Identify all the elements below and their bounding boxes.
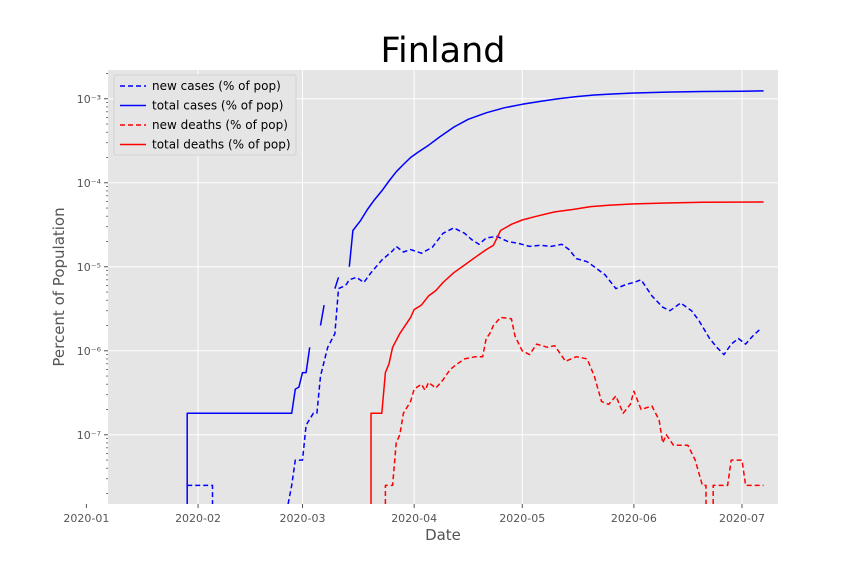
- chart-title: Finland: [380, 31, 505, 71]
- series-line-3: [370, 201, 764, 504]
- legend-label: total deaths (% of pop): [152, 138, 291, 152]
- y-axis-title: Percent of Population: [50, 207, 68, 366]
- grid: [85, 70, 778, 504]
- x-tick-label: 2020-01: [63, 512, 109, 525]
- legend: new cases (% of pop) total cases (% of po…: [113, 74, 297, 156]
- x-tick-label: 2020-07: [719, 512, 765, 525]
- x-tick-label: 2020-03: [280, 512, 326, 525]
- y-tick-label: 10⁻⁴: [77, 177, 102, 190]
- legend-label: new deaths (% of pop): [152, 118, 288, 132]
- series-line-2: [384, 316, 764, 504]
- series-layer: [186, 90, 764, 505]
- y-tick-label: 10⁻⁶: [77, 345, 102, 358]
- x-tick-label: 2020-05: [499, 512, 545, 525]
- x-tick-label: 2020-02: [175, 512, 221, 525]
- legend-label: total cases (% of pop): [152, 99, 283, 113]
- x-tick-label: 2020-06: [611, 512, 657, 525]
- y-tick-label: 10⁻⁷: [77, 429, 101, 442]
- x-tick-label: 2020-04: [391, 512, 437, 525]
- y-tick-label: 10⁻³: [77, 93, 101, 106]
- tick-layer: 2020-01 2020-02 2020-03 2020-04 2020-05 2020-…: [63, 73, 765, 525]
- legend-box: [113, 74, 297, 156]
- series-line-1: [186, 90, 764, 504]
- x-axis-title: Date: [425, 526, 461, 544]
- y-tick-label: 10⁻⁵: [77, 261, 101, 274]
- legend-label: new cases (% of pop): [152, 79, 281, 93]
